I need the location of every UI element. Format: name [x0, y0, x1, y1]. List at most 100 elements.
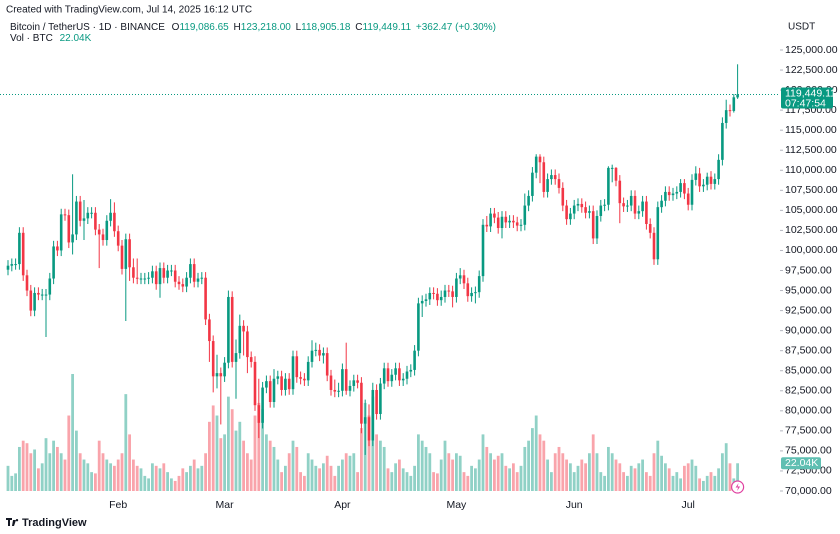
volume-bar: [189, 465, 192, 491]
candle-body: [553, 175, 557, 180]
candle-body: [204, 277, 207, 320]
candle-body: [633, 195, 637, 214]
volume-bar: [105, 459, 109, 491]
volume-bar: [318, 468, 321, 491]
volume-bar: [436, 473, 439, 491]
candle-body: [664, 191, 667, 201]
candle-body: [489, 213, 492, 227]
volume-bar: [56, 446, 59, 491]
volume-bar: [656, 440, 660, 491]
volume-bar: [451, 459, 454, 491]
volume-bar: [439, 459, 443, 491]
candle-body: [371, 389, 375, 441]
volume-bar: [496, 455, 500, 491]
candle-body: [219, 373, 223, 377]
volume-bar: [477, 459, 481, 491]
candle-body: [667, 191, 671, 196]
volume-bar: [59, 453, 63, 491]
candle-body: [656, 207, 660, 260]
candle-body: [287, 378, 291, 390]
candle-body: [550, 175, 553, 180]
candle-body: [86, 212, 90, 219]
volume-bar: [512, 463, 515, 491]
candle-body: [432, 292, 435, 294]
volume-bar: [690, 459, 694, 491]
volume-bar: [333, 475, 337, 491]
candle-body: [21, 232, 25, 276]
candle-body: [603, 204, 606, 206]
volume-bar: [287, 453, 291, 491]
volume-bar: [675, 472, 679, 491]
candle-body: [629, 195, 633, 206]
candle-body: [614, 167, 618, 181]
candle-body: [132, 267, 135, 278]
y-tick-label: 95,000.00: [785, 284, 832, 296]
volume-bar: [21, 440, 25, 491]
volume-bar: [458, 455, 462, 491]
volume-bar: [508, 468, 511, 491]
candle-body: [25, 275, 29, 291]
candle-body: [303, 378, 306, 381]
candle-body: [618, 180, 622, 204]
x-tick-label: Jun: [566, 499, 583, 511]
volume-bar: [173, 480, 177, 491]
candle-body: [645, 201, 648, 224]
volume-bar: [626, 475, 629, 491]
volume-bar: [128, 434, 131, 491]
candle-body: [181, 284, 185, 287]
candle-body: [648, 223, 652, 233]
candle-body: [299, 377, 302, 379]
volume-bar: [192, 459, 196, 491]
candle-body: [675, 191, 679, 194]
candle-body: [523, 205, 527, 225]
candle-body: [496, 217, 500, 229]
candle-body: [470, 292, 473, 297]
candle-body: [576, 203, 580, 206]
volume-bar: [485, 446, 489, 491]
volume-bar: [352, 453, 356, 491]
candle-body: [329, 375, 333, 390]
ohlc-value: 119,086.65: [179, 22, 229, 33]
volume-bar: [455, 453, 458, 491]
candle-body: [561, 187, 565, 206]
volume-bar: [679, 478, 682, 491]
candle-body: [29, 290, 33, 311]
candle-body: [698, 173, 701, 187]
candle-body: [713, 179, 717, 184]
volume-bar: [637, 463, 641, 491]
volume-bar: [341, 459, 344, 491]
candle-body: [56, 246, 59, 251]
y-tick-label: 92,500.00: [785, 304, 832, 316]
volume-bar: [211, 405, 215, 491]
volume-bar: [702, 480, 705, 491]
last-price-badge: [781, 87, 833, 109]
candle-body: [310, 350, 314, 362]
candle-body: [154, 271, 158, 285]
candle-body: [436, 293, 439, 301]
candle-body: [424, 299, 428, 301]
candle-body: [97, 229, 101, 235]
volume-bar: [284, 465, 287, 491]
candle-body: [238, 325, 242, 354]
y-tick-label: 87,500.00: [785, 344, 832, 356]
candle-body: [10, 264, 14, 266]
candle-body: [451, 291, 454, 297]
candle-body: [257, 405, 261, 423]
candle-body: [170, 270, 173, 272]
volume-bar: [667, 468, 671, 491]
volume-bar: [154, 465, 158, 491]
candle-body: [394, 368, 397, 375]
y-tick-label: 97,500.00: [785, 264, 832, 276]
volume-bar: [519, 465, 523, 491]
volume-bar: [633, 468, 637, 491]
volume-bar: [420, 440, 424, 491]
volume-bar: [33, 449, 36, 491]
volume-bar: [390, 472, 394, 491]
candle-body: [652, 232, 656, 260]
candle-body: [728, 110, 732, 112]
x-tick-label: Mar: [216, 499, 235, 511]
y-tick-label: 90,000.00: [785, 324, 832, 336]
candle-body: [234, 353, 238, 362]
candle-body: [348, 385, 352, 391]
y-tick-label: 110,000.00: [785, 164, 837, 176]
